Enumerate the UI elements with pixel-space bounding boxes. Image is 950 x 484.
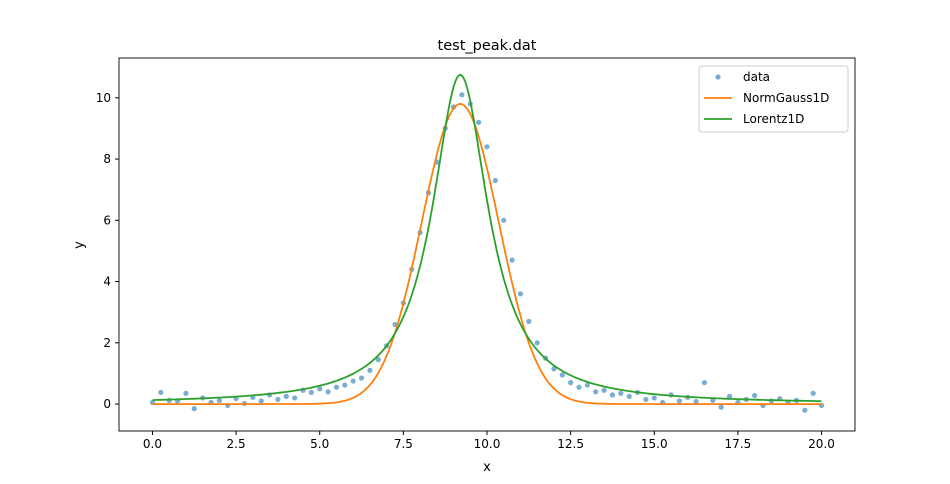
data-point bbox=[517, 291, 524, 297]
data-point bbox=[609, 392, 616, 398]
legend-gauss-label: NormGauss1D bbox=[743, 91, 829, 105]
y-axis-label: y bbox=[72, 241, 87, 249]
data-point bbox=[643, 396, 649, 403]
legend: data NormGauss1D Lorentz1D bbox=[698, 65, 849, 133]
data-point bbox=[283, 393, 289, 399]
y-tick-label: 8 bbox=[103, 152, 111, 166]
data-point bbox=[367, 367, 373, 373]
data-point bbox=[484, 144, 490, 150]
x-tick-label: 5.0 bbox=[310, 437, 329, 451]
data-point bbox=[191, 406, 197, 412]
data-point bbox=[501, 217, 507, 223]
x-axis-label: x bbox=[483, 460, 491, 475]
legend-lorentz-label: Lorentz1D bbox=[743, 112, 804, 126]
data-point bbox=[534, 340, 540, 346]
data-point bbox=[158, 389, 164, 396]
data-point bbox=[551, 366, 557, 372]
y-tick-label: 10 bbox=[96, 91, 111, 105]
y-tick-label: 2 bbox=[103, 336, 111, 350]
x-tick-label: 15.0 bbox=[641, 437, 668, 451]
data-point bbox=[476, 119, 482, 125]
x-tick-label: 20.0 bbox=[808, 437, 835, 451]
data-point bbox=[342, 382, 348, 388]
data-point bbox=[350, 378, 356, 384]
axes-frame bbox=[118, 57, 856, 432]
x-tick-label: 7.5 bbox=[394, 437, 413, 451]
data-point bbox=[576, 384, 582, 390]
data-point bbox=[568, 380, 574, 386]
data-point bbox=[317, 386, 323, 392]
data-point bbox=[584, 382, 590, 388]
x-tick-label: 17.5 bbox=[725, 437, 752, 451]
data-point bbox=[693, 399, 699, 405]
data-point bbox=[459, 92, 465, 98]
data-point bbox=[216, 397, 222, 403]
lorentz1d-curve bbox=[152, 73, 822, 402]
y-tick-label: 6 bbox=[103, 213, 111, 227]
data-point bbox=[183, 390, 189, 396]
data-point bbox=[258, 398, 264, 404]
data-point bbox=[325, 389, 331, 395]
data-point bbox=[526, 318, 532, 324]
data-point bbox=[509, 257, 515, 263]
data-point bbox=[651, 395, 657, 401]
chart-title: test_peak.dat bbox=[438, 38, 537, 54]
normgauss1d-curve bbox=[152, 102, 822, 405]
data-point bbox=[726, 393, 733, 399]
data-point bbox=[618, 390, 624, 396]
data-point bbox=[375, 357, 381, 363]
data-point bbox=[802, 407, 808, 413]
x-tick-label: 0.0 bbox=[143, 437, 162, 451]
data-point bbox=[676, 398, 682, 404]
data-point bbox=[559, 372, 565, 378]
data-point bbox=[333, 384, 340, 390]
legend-data-marker bbox=[715, 74, 721, 80]
data-point bbox=[275, 396, 281, 403]
data-point bbox=[718, 404, 724, 410]
y-tick-label: 0 bbox=[103, 397, 111, 411]
data-point bbox=[810, 390, 816, 396]
x-tick-label: 2.5 bbox=[227, 437, 246, 451]
data-point bbox=[752, 392, 758, 399]
data-point bbox=[593, 389, 599, 395]
legend-data-label: data bbox=[743, 70, 770, 84]
data-point bbox=[308, 389, 314, 396]
data-point bbox=[492, 177, 498, 184]
data-point bbox=[626, 393, 632, 399]
data-point bbox=[601, 387, 607, 393]
data-point bbox=[701, 380, 708, 386]
x-tick-label: 12.5 bbox=[557, 437, 584, 451]
data-point bbox=[358, 375, 365, 381]
x-tick-label: 10.0 bbox=[474, 437, 501, 451]
data-point bbox=[292, 395, 298, 401]
y-tick-label: 4 bbox=[103, 275, 111, 289]
